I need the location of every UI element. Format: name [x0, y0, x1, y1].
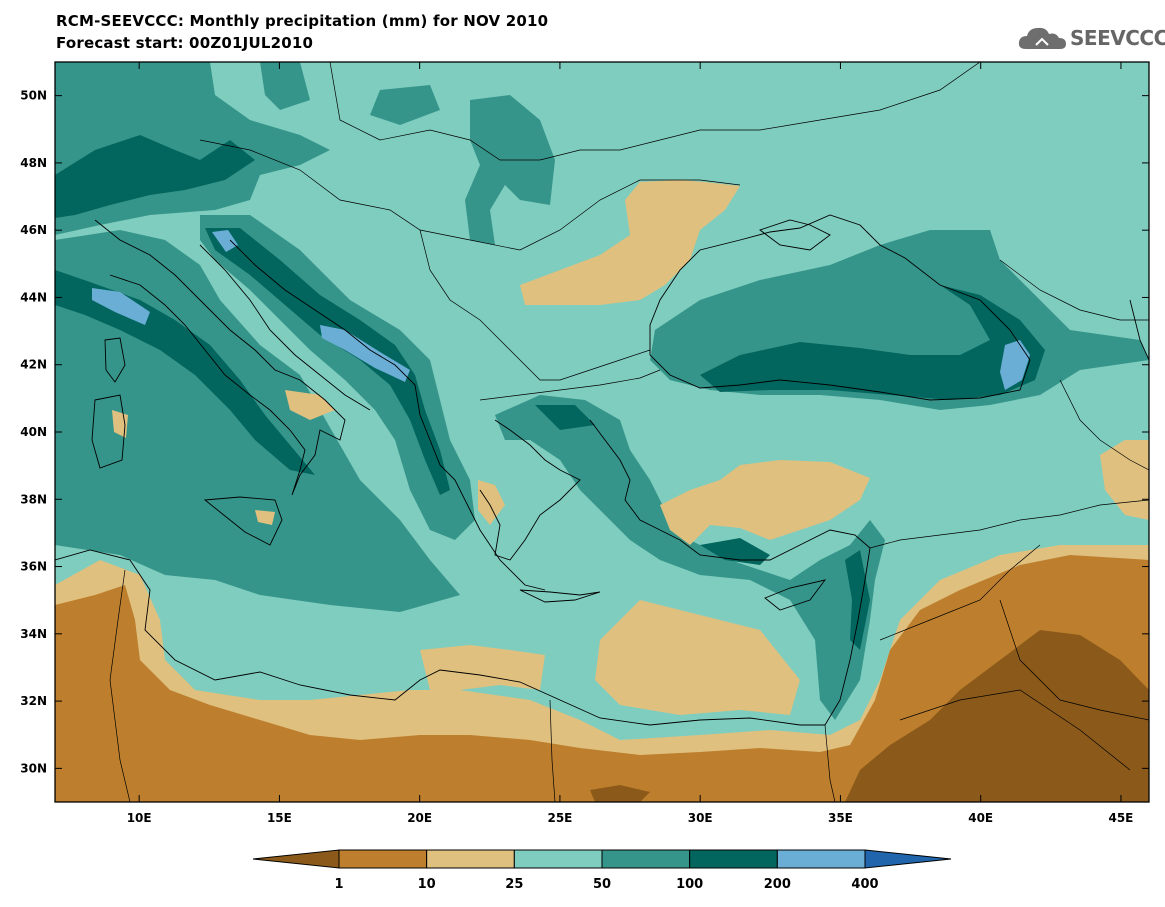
dry-zone-anatolia: [660, 460, 870, 545]
coastline-turkey-west: [589, 419, 871, 561]
colorbar-label: 25: [505, 877, 523, 892]
cloud-icon: [1018, 27, 1066, 49]
coastline-greece: [479, 419, 581, 561]
colorbar-swatch: [689, 849, 778, 869]
dry-zone-levantine-sea: [595, 600, 800, 715]
wet-core-ligurian: [55, 270, 315, 475]
colorbar-swatch: [513, 849, 603, 869]
dry-zone-greece: [478, 480, 505, 525]
lat-tick-label: 40N: [20, 425, 47, 439]
border-caucasus: [999, 259, 1149, 471]
border-europe-2: [329, 62, 981, 161]
colorbar-swatch: [252, 849, 340, 869]
border-turkey-syria: [869, 499, 1149, 549]
border-balkans: [419, 229, 651, 381]
forecast-start-subtitle: Forecast start: 00Z01JUL2010: [56, 34, 314, 52]
lat-tick-label: 46N: [20, 223, 47, 237]
lon-tick-label: 40E: [968, 811, 993, 825]
coastline-italy-east: [199, 244, 371, 411]
colorbar-swatch: [426, 849, 515, 869]
lat-tick-label: 32N: [20, 694, 47, 708]
latitude-axis: 30N 32N 34N 36N 38N 40N 42N 44N 46N 48N 50N: [20, 89, 1149, 775]
colorbar-label: 400: [851, 877, 878, 892]
wet-core-black-sea: [700, 285, 1045, 400]
wet-core-antalya: [700, 538, 770, 565]
lon-tick-label: 10E: [127, 811, 152, 825]
very-wet-zone-dalmatia: [320, 325, 410, 382]
wet-core-dinaric: [205, 228, 450, 495]
border-europe-1: [199, 139, 741, 251]
lat-tick-label: 34N: [20, 627, 47, 641]
lon-tick-label: 30E: [688, 811, 713, 825]
colorbar-swatch: [338, 849, 428, 869]
border-egypt-libya: [549, 699, 556, 802]
precipitation-field: [55, 62, 1149, 802]
lat-tick-label: 48N: [20, 156, 47, 170]
border-middle-east: [824, 544, 1149, 802]
coastline-adriatic-east: [229, 239, 546, 591]
wet-zone-adriatic: [200, 215, 475, 540]
coastline-corsica: [104, 337, 126, 383]
very-dry-zone-arabia: [845, 630, 1149, 802]
very-wet-zone-alps: [55, 135, 255, 218]
colorbar-legend: 1 10 25 50 100 200 400: [252, 849, 952, 892]
map-title: RCM-SEEVCCC: Monthly precipitation (mm) …: [56, 12, 549, 30]
coastlines-and-borders: [55, 62, 1149, 802]
seevccc-logo: SEEVCCC: [1016, 20, 1165, 56]
very-wet-zone-istria: [212, 230, 238, 252]
lat-tick-label: 42N: [20, 358, 47, 372]
coastline-black-sea: [649, 214, 1031, 401]
dry-zone-north-africa: [55, 555, 1149, 802]
wet-core-levant: [845, 550, 870, 650]
very-wet-zone-ligurian: [92, 288, 150, 325]
colorbar-label: 1: [334, 877, 343, 892]
colorbar-swatch: [776, 849, 866, 869]
lat-tick-label: 36N: [20, 560, 47, 574]
coastline-crimea: [759, 219, 831, 251]
lat-tick-label: 38N: [20, 492, 47, 506]
dry-zone-eastern-turkey: [1100, 440, 1149, 520]
coastline-cyprus: [764, 579, 827, 611]
dry-zone-ionian: [420, 645, 545, 690]
colorbar-swatch: [864, 849, 952, 869]
wet-zone-carpathians: [465, 95, 555, 245]
border-libya-tunisia: [109, 569, 131, 802]
coastline-sardinia: [91, 394, 126, 469]
logo-text: SEEVCCC: [1070, 26, 1165, 50]
coastline-sicily: [203, 496, 283, 546]
lon-tick-label: 15E: [267, 811, 292, 825]
colorbar-swatch: [601, 849, 691, 869]
dry-zone-romania: [520, 180, 740, 305]
colorbar-label: 10: [418, 877, 436, 892]
colorbar-label: 50: [593, 877, 611, 892]
wet-core-aegean: [535, 405, 595, 430]
very-dry-zone-egypt: [590, 785, 650, 802]
very-wet-zone-georgia: [1000, 340, 1030, 390]
border-greece-turkey: [479, 369, 661, 401]
coastline-italy: [94, 219, 346, 496]
wet-zone-north: [260, 62, 310, 110]
lon-tick-label: 35E: [828, 811, 853, 825]
coastline-levant: [824, 547, 871, 726]
lon-tick-label: 25E: [547, 811, 572, 825]
lat-tick-label: 30N: [20, 761, 47, 775]
longitude-axis: 10E 15E 20E 25E 30E 35E 40E 45E: [127, 62, 1133, 825]
colorbar-label: 100: [676, 877, 703, 892]
colorbar-label: 200: [764, 877, 791, 892]
lat-tick-label: 50N: [20, 89, 47, 103]
dry-zone-sicily: [255, 510, 275, 525]
lon-tick-label: 45E: [1108, 811, 1133, 825]
wet-zone-poland: [370, 85, 440, 125]
coastline-north-africa: [55, 549, 825, 726]
lat-tick-label: 44N: [20, 290, 47, 304]
lon-tick-label: 20E: [407, 811, 432, 825]
coastline-caspian: [1129, 299, 1149, 361]
coastline-crete: [519, 589, 601, 603]
wet-zone-aegean: [495, 395, 885, 720]
